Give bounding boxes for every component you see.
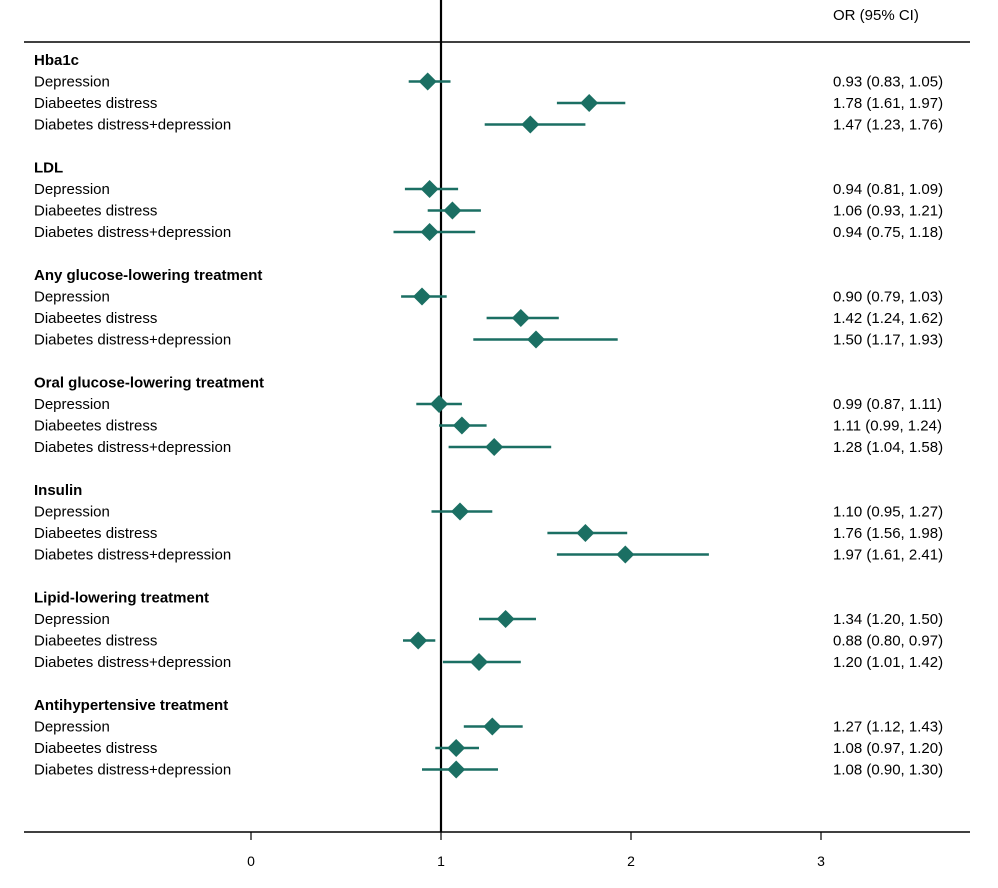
row-label: Diabetes distress+depression [34,654,231,671]
estimate-marker [470,653,488,671]
estimate-marker [409,631,428,650]
row-label: Depression [34,396,110,413]
or-value: 1.11 (0.99, 1.24) [833,418,942,435]
estimate-marker [430,395,449,413]
or-value: 1.34 (1.20, 1.50) [833,611,943,628]
estimate-marker [452,416,471,435]
estimate-marker [443,201,462,220]
estimate-marker [447,760,466,779]
estimate-marker [451,502,469,521]
x-tick-label: 2 [627,853,635,869]
or-value: 1.06 (0.93, 1.21) [833,203,943,220]
row-label: Diabetes distress+depression [34,439,231,456]
or-value: 1.10 (0.95, 1.27) [833,504,943,521]
row-label: Diabeetes distress [34,525,157,542]
row-label: Diabeetes distress [34,203,157,220]
estimate-marker [413,287,431,306]
row-label: Diabetes distress+depression [34,117,231,134]
or-value: 1.50 (1.17, 1.93) [833,332,943,349]
estimate-marker [511,309,530,327]
estimate-marker [576,524,595,542]
or-value: 1.08 (0.90, 1.30) [833,762,943,779]
group-title: Antihypertensive treatment [34,697,228,714]
x-tick-label: 3 [817,853,825,869]
or-value: 1.20 (1.01, 1.42) [833,654,943,671]
estimate-marker [485,438,504,456]
x-tick-label: 0 [247,853,255,869]
group-title: Insulin [34,482,82,499]
row-label: Diabeetes distress [34,740,157,757]
row-label: Depression [34,181,110,198]
estimate-marker [616,545,635,564]
row-label: Diabetes distress+depression [34,762,231,779]
estimate-marker [420,223,439,241]
group-title: Lipid-lowering treatment [34,590,209,607]
or-value: 0.88 (0.80, 0.97) [833,633,943,650]
or-value: 1.42 (1.24, 1.62) [833,310,943,327]
or-value: 0.94 (0.81, 1.09) [833,181,943,198]
or-value: 1.27 (1.12, 1.43) [833,719,943,736]
row-label: Depression [34,719,110,736]
group-title: LDL [34,160,63,177]
or-value: 1.97 (1.61, 2.41) [833,547,943,564]
row-label: Diabeetes distress [34,310,157,327]
estimate-marker [483,717,502,736]
or-value: 1.08 (0.97, 1.20) [833,740,943,757]
or-column-header: OR (95% CI) [833,7,919,24]
row-label: Depression [34,74,110,91]
or-value: 1.28 (1.04, 1.58) [833,439,943,456]
row-label: Depression [34,289,110,306]
or-value: 0.99 (0.87, 1.11) [833,396,942,413]
estimate-marker [420,180,439,198]
or-value: 0.94 (0.75, 1.18) [833,224,943,241]
or-value: 1.76 (1.56, 1.98) [833,525,943,542]
row-label: Diabeetes distress [34,418,157,435]
estimate-marker [580,94,599,112]
or-value: 1.78 (1.61, 1.97) [833,95,943,112]
estimate-marker [418,72,437,91]
or-value: 0.90 (0.79, 1.03) [833,289,943,306]
row-label: Diabetes distress+depression [34,332,231,349]
row-label: Diabetes distress+depression [34,224,231,241]
row-label: Depression [34,504,110,521]
estimate-marker [527,330,545,349]
group-title: Any glucose-lowering treatment [34,267,262,284]
estimate-marker [496,610,515,628]
group-title: Oral glucose-lowering treatment [34,375,264,392]
estimate-marker [521,115,540,134]
or-value: 0.93 (0.83, 1.05) [833,74,943,91]
row-label: Diabetes distress+depression [34,547,231,564]
or-value: 1.47 (1.23, 1.76) [833,117,943,134]
row-label: Diabeetes distress [34,95,157,112]
estimate-marker [447,739,466,757]
row-label: Depression [34,611,110,628]
group-title: Hba1c [34,52,79,69]
x-tick-label: 1 [437,853,445,869]
row-label: Diabeetes distress [34,633,157,650]
